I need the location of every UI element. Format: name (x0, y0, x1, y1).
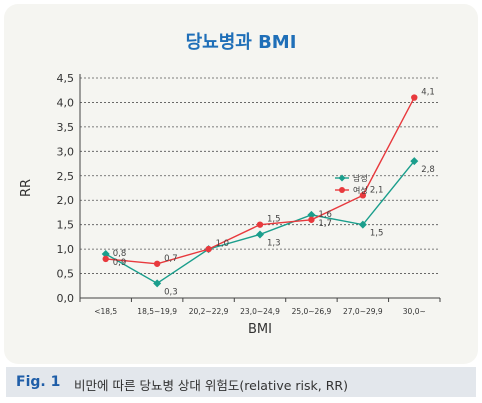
data-label: 1,6 (318, 210, 332, 220)
plot-panel (4, 4, 478, 364)
data-label: 2,8 (421, 165, 435, 175)
legend-label: 여성 (353, 185, 368, 195)
data-label: 0,8 (113, 249, 127, 259)
y-tick-label: 0,5 (57, 268, 75, 281)
data-point (307, 210, 316, 219)
y-tick-label: 4,5 (57, 72, 75, 85)
data-point (411, 94, 418, 101)
data-point (153, 260, 161, 267)
y-tick-label: 2,0 (57, 194, 75, 207)
data-label: 0,9 (113, 258, 127, 268)
data-point (153, 279, 162, 288)
x-tick-label: 27,0~29,9 (343, 307, 383, 316)
data-label: 1,5 (267, 215, 281, 225)
data-point (256, 221, 264, 228)
data-label: 1,3 (267, 238, 281, 248)
y-axis-label: RR (19, 179, 34, 197)
data-point (359, 192, 367, 199)
data-point (205, 245, 212, 253)
data-point (101, 250, 110, 258)
caption-text: 비만에 따른 당뇨병 상대 위험도(relative risk, RR) (74, 378, 348, 393)
data-label: 1,5 (370, 229, 384, 239)
x-tick-label: 25,0~26,9 (292, 307, 332, 316)
legend-marker (338, 174, 346, 182)
data-label: 0,3 (164, 287, 178, 297)
x-tick-label: 18,5~19,9 (137, 307, 177, 316)
y-tick-label: 1,0 (57, 243, 75, 256)
chart-title: 당뇨병과 BMI (185, 32, 297, 53)
data-label: 1,7 (318, 219, 332, 229)
x-axis-label: BMI (248, 322, 272, 337)
caption-bar: Fig. 1 비만에 따른 당뇨병 상대 위험도(relative risk, … (6, 367, 476, 397)
series-line (105, 97, 415, 265)
x-tick-label: 30,0~ (403, 307, 426, 316)
legend-marker (339, 187, 345, 193)
y-tick-label: 3,5 (57, 121, 75, 134)
y-tick-label: 3,0 (57, 145, 75, 158)
x-tick-label: 23,0~24,9 (240, 307, 280, 316)
data-point (308, 216, 315, 223)
chart-canvas: 0,0 0,5 1,0 1,5 2,0 2,5 3,0 3,5 4,0 4,5 <18,5 18,5~… (19, 72, 441, 337)
y-tick-label: 0,0 (57, 292, 75, 305)
caption-label: Fig. 1 (16, 374, 61, 390)
x-tick-label: 20,2~22,9 (189, 307, 229, 316)
y-tick-label: 2,5 (57, 170, 75, 183)
data-point (102, 255, 109, 263)
data-label: 1,0 (216, 239, 230, 249)
data-label: 4,1 (421, 88, 435, 98)
data-point (358, 220, 367, 229)
legend-label: 남성 (353, 174, 368, 183)
data-point (256, 230, 264, 239)
data-label: 0,7 (164, 254, 178, 264)
y-tick-label: 1,5 (57, 219, 75, 232)
data-point (410, 157, 419, 166)
x-tick-label: <18,5 (94, 307, 117, 316)
data-label: 2,1 (370, 185, 384, 195)
y-tick-label: 4,0 (57, 96, 75, 109)
